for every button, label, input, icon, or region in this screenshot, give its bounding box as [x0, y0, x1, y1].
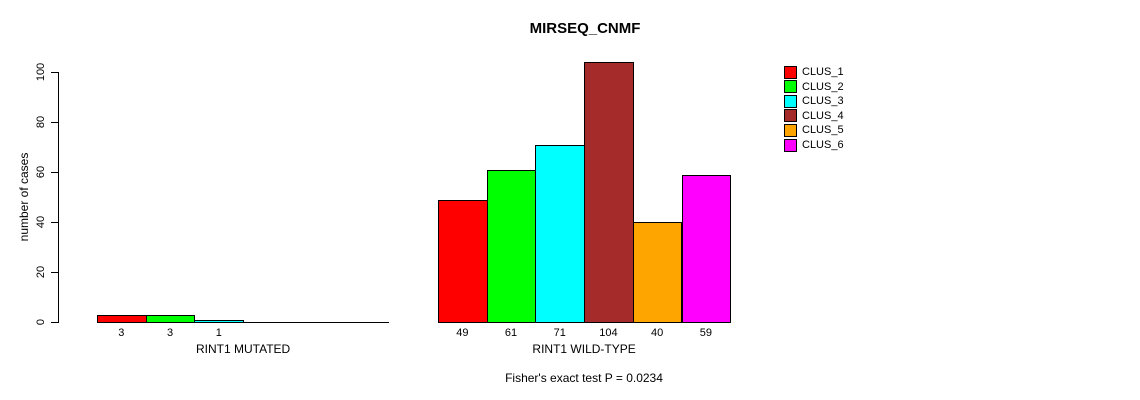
legend-swatch-icon — [784, 94, 797, 108]
legend-item-clus_5: CLUS_5 — [784, 123, 844, 137]
bar-clus_3 — [535, 144, 586, 323]
bar-value-label: 3 — [166, 327, 174, 339]
legend-item-clus_2: CLUS_2 — [784, 80, 844, 94]
legend-label: CLUS_2 — [802, 80, 844, 93]
bar-clus_2 — [145, 314, 196, 323]
bar-value-label: 71 — [553, 327, 566, 339]
y-tick-mark — [51, 272, 58, 273]
legend-label: CLUS_4 — [802, 109, 844, 122]
fisher-test-annotation: Fisher's exact test P = 0.0234 — [505, 371, 663, 385]
legend-label: CLUS_3 — [802, 95, 844, 108]
y-tick-label: 20 — [35, 265, 47, 279]
bar-value-label: 49 — [456, 327, 469, 339]
bar-value-label: 40 — [651, 327, 664, 339]
legend-label: CLUS_5 — [802, 124, 844, 137]
legend-swatch-icon — [784, 109, 797, 123]
y-axis-title: number of cases — [17, 152, 31, 242]
group-label: RINT1 WILD-TYPE — [532, 342, 636, 356]
bar-value-label: 61 — [504, 327, 518, 339]
y-tick-label: 80 — [35, 115, 47, 129]
y-tick-label: 60 — [35, 165, 47, 179]
chart-title: MIRSEQ_CNMF — [529, 20, 641, 37]
legend-item-clus_1: CLUS_1 — [784, 65, 844, 79]
y-axis-line — [58, 72, 59, 323]
legend-swatch-icon — [784, 123, 797, 137]
legend-item-clus_4: CLUS_4 — [784, 109, 844, 123]
legend-swatch-icon — [784, 65, 797, 79]
bar-clus_4 — [584, 62, 634, 323]
y-tick-mark — [51, 322, 58, 323]
bar-value-label: 3 — [118, 327, 125, 339]
legend-item-clus_3: CLUS_3 — [784, 94, 844, 108]
legend-swatch-icon — [784, 138, 797, 152]
group-label: RINT1 MUTATED — [195, 342, 291, 356]
bar-clus_3 — [194, 319, 245, 323]
bar-clus_6 — [681, 174, 732, 323]
bar-value-label: 59 — [699, 327, 712, 339]
bar-clus_5 — [632, 222, 683, 323]
legend-label: CLUS_1 — [802, 66, 844, 78]
legend-item-clus_6: CLUS_6 — [784, 138, 844, 152]
bar-clus_2 — [486, 169, 537, 323]
y-tick-label: 0 — [35, 318, 47, 326]
y-tick-label: 40 — [35, 215, 47, 229]
bar-value-label: 104 — [599, 327, 618, 339]
y-tick-mark — [51, 172, 58, 173]
y-tick-mark — [51, 122, 58, 123]
bar-clus_1 — [97, 314, 147, 323]
y-tick-mark — [51, 72, 58, 73]
legend-label: CLUS_6 — [802, 139, 844, 151]
bar-value-label: 1 — [215, 327, 222, 339]
y-tick-mark — [51, 222, 58, 223]
legend-swatch-icon — [784, 80, 797, 94]
y-tick-label: 100 — [35, 62, 47, 82]
bar-clus_1 — [438, 199, 488, 323]
